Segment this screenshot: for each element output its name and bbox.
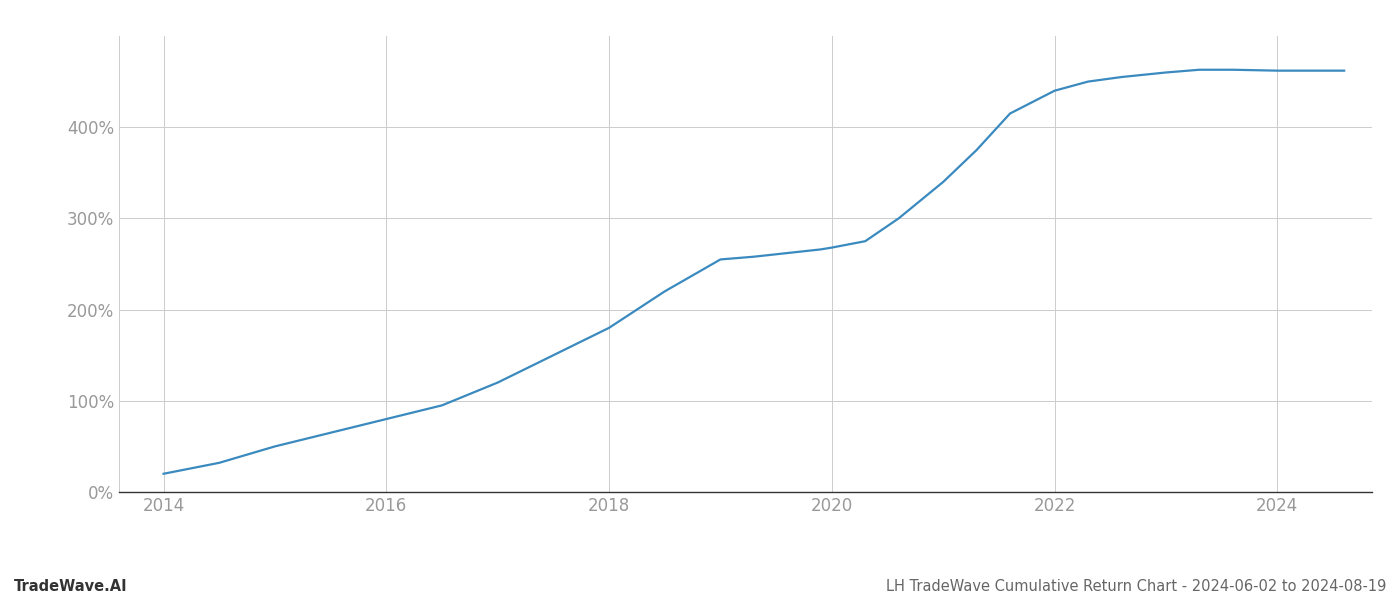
Text: LH TradeWave Cumulative Return Chart - 2024-06-02 to 2024-08-19: LH TradeWave Cumulative Return Chart - 2… xyxy=(886,579,1386,594)
Text: TradeWave.AI: TradeWave.AI xyxy=(14,579,127,594)
